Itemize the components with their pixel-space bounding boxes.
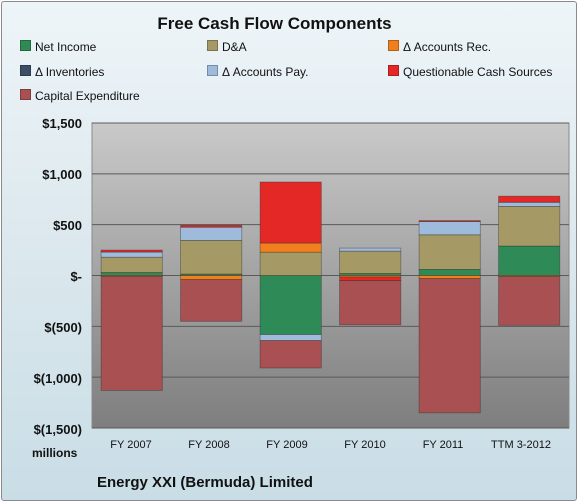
- bar-segment-accounts-pay: [418, 221, 481, 236]
- units-label: millions: [32, 446, 78, 460]
- bar-segment-questionable-cash-sources: [100, 249, 163, 253]
- legend-da: D&A: [207, 40, 247, 54]
- y-tick-label: $1,000: [42, 167, 82, 182]
- bar-segment-d-a: [498, 205, 561, 247]
- bar-segment-d-a: [418, 234, 481, 270]
- bar-segment-capital-expenditure: [498, 276, 561, 326]
- bar-segment-capital-expenditure: [180, 279, 243, 322]
- legend-swatch: [20, 65, 31, 76]
- bar-segment-d-a: [100, 256, 163, 273]
- bar-segment-accounts-pay: [498, 201, 561, 207]
- bar-segment-capital-expenditure: [418, 278, 481, 414]
- bar-segment-accounts-rec: [418, 275, 481, 279]
- legend-net-income: Net Income: [20, 40, 96, 54]
- chart-title: Free Cash Flow Components: [157, 14, 392, 33]
- legend-accounts-pay: Δ Accounts Pay.: [207, 65, 309, 79]
- bar-segment-capital-expenditure: [100, 276, 163, 391]
- company-name: Energy XXI (Bermuda) Limited: [97, 474, 313, 491]
- bar-segment-accounts-pay: [180, 226, 243, 241]
- bar-segment-net-income: [259, 275, 322, 335]
- bar-segment-net-income: [498, 245, 561, 276]
- y-tick-label: $1,500: [42, 116, 82, 131]
- legend-swatch: [207, 65, 218, 76]
- x-tick-label: TTM 3-2012: [491, 439, 551, 451]
- bar-segment-questionable-cash-sources: [180, 224, 243, 228]
- legend-inventories: Δ Inventories: [20, 65, 104, 79]
- y-tick-label: $(500): [44, 320, 82, 335]
- bar-segment-capital-expenditure: [339, 280, 402, 326]
- legend-accounts-rec: Δ Accounts Rec.: [388, 40, 491, 54]
- x-tick-label: FY 2011: [422, 439, 464, 451]
- bar-segment-questionable-cash-sources: [498, 195, 561, 203]
- y-tick-label: $(1,500): [33, 422, 82, 437]
- x-tick-label: FY 2010: [344, 439, 386, 451]
- x-tick-label: FY 2009: [266, 439, 308, 451]
- bar-segment-questionable-cash-sources: [418, 220, 481, 223]
- x-tick-label: FY 2008: [188, 439, 230, 451]
- bar-segment-questionable-cash-sources: [259, 181, 322, 244]
- legend-swatch: [20, 40, 31, 51]
- bar-segment-accounts-pay: [259, 334, 322, 341]
- legend-capital-expenditure: Capital Expenditure: [20, 89, 140, 103]
- legend-swatch: [388, 40, 399, 51]
- legend-swatch: [207, 40, 218, 51]
- bar-segment-d-a: [180, 239, 243, 275]
- legend-questionable-cash: Questionable Cash Sources: [388, 65, 552, 79]
- bar-segment-accounts-rec: [259, 242, 322, 253]
- legend-swatch: [388, 65, 399, 76]
- bar-segment-accounts-rec: [180, 275, 243, 280]
- bar-segment-questionable-cash-sources: [339, 276, 402, 281]
- bar-segment-net-income: [418, 268, 481, 276]
- bar-segment-accounts-pay: [339, 247, 402, 252]
- bar-segment-d-a: [259, 251, 322, 276]
- bar-segment-capital-expenditure: [259, 340, 322, 369]
- bar-segment-d-a: [339, 250, 402, 274]
- bar-segment-accounts-pay: [100, 251, 163, 258]
- legend-swatch: [20, 89, 31, 100]
- x-tick-label: FY 2007: [110, 439, 152, 451]
- y-tick-label: $500: [53, 218, 82, 233]
- y-tick-label: $(1,000): [33, 371, 82, 386]
- y-tick-label: $-: [70, 269, 82, 284]
